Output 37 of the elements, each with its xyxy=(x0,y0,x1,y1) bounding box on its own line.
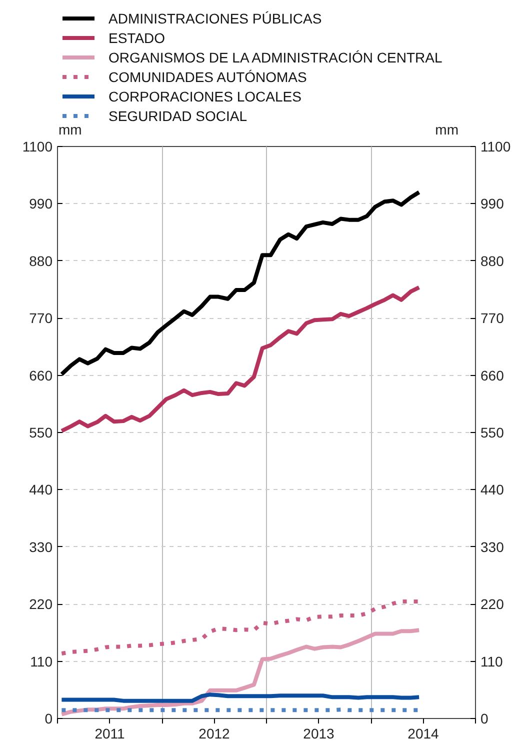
y-tick-label: 0 xyxy=(44,710,53,726)
x-tick-label: 2013 xyxy=(303,726,335,742)
legend-label: CORPORACIONES LOCALES xyxy=(108,88,302,104)
x-tick-label: 2011 xyxy=(94,726,126,742)
y2-tick-label: 0 xyxy=(480,710,488,726)
y-axis-title: mm xyxy=(58,122,82,138)
y2-tick-label: 110 xyxy=(480,653,504,670)
y2-axis-title: mm xyxy=(435,122,459,138)
y-tick-label: 880 xyxy=(29,252,53,269)
y2-tick-label: 550 xyxy=(480,424,504,440)
y-tick-label: 110 xyxy=(30,653,53,670)
legend-label: ESTADO xyxy=(108,30,166,46)
x-tick-label: 2012 xyxy=(198,726,230,742)
line-series xyxy=(60,285,422,433)
y-tick-label: 770 xyxy=(29,310,53,326)
legend-label: ADMINISTRACIONES PÚBLICAS xyxy=(108,10,322,26)
y-tick-label: 440 xyxy=(29,482,53,498)
y2-tick-label: 1100 xyxy=(480,138,511,154)
y-tick-label: 550 xyxy=(29,424,53,440)
line-series xyxy=(60,628,422,716)
legend-label: COMUNIDADES AUTÓNOMAS xyxy=(108,69,307,85)
y2-tick-label: 770 xyxy=(480,310,504,326)
y-tick-label: 990 xyxy=(29,196,53,212)
y2-tick-label: 220 xyxy=(480,596,504,612)
x-tick-label: 2014 xyxy=(408,726,440,742)
y2-tick-label: 660 xyxy=(480,367,504,384)
y2-tick-label: 990 xyxy=(480,196,504,212)
y-tick-label: 1100 xyxy=(22,138,53,154)
y2-tick-label: 880 xyxy=(480,252,504,269)
line-series xyxy=(60,692,422,703)
y-tick-label: 660 xyxy=(29,367,53,384)
legend-label: SEGURIDAD SOCIAL xyxy=(108,108,248,124)
y2-tick-label: 330 xyxy=(480,538,504,555)
legend-label: ORGANISMOS DE LA ADMINISTRACIÓN CENTRAL xyxy=(108,50,442,66)
y-tick-label: 330 xyxy=(29,538,53,555)
y2-tick-label: 440 xyxy=(480,482,504,498)
y-tick-label: 220 xyxy=(29,596,53,612)
